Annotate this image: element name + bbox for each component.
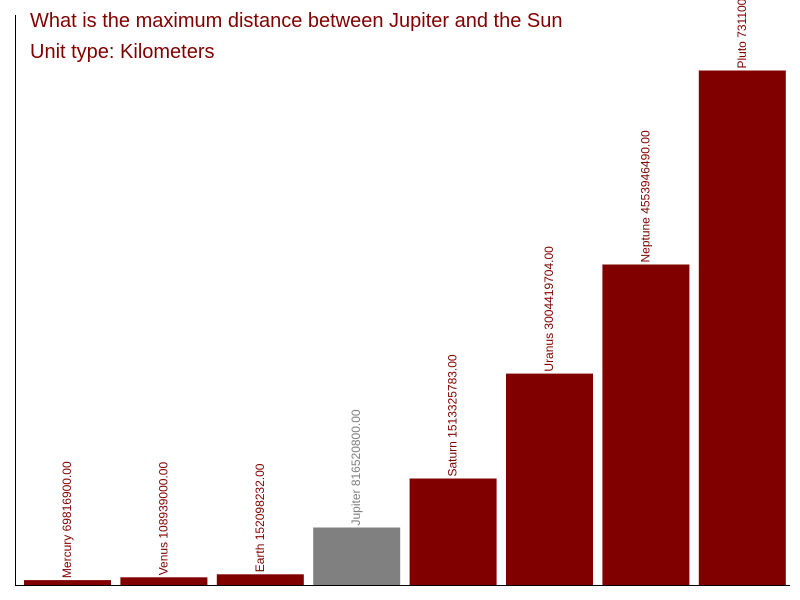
bars-group: [24, 70, 786, 585]
bar-uranus: [506, 373, 593, 585]
labels-group: Mercury 69816900.00 Venus 108939000.00 Ear…: [60, 0, 749, 578]
bar-label-venus: Venus 108939000.00: [156, 462, 170, 576]
bar-label-uranus: Uranus 3004419704.00: [542, 246, 556, 372]
chart-title: What is the maximum distance between Jup…: [30, 10, 563, 32]
bar-pluto: [698, 70, 786, 585]
bar-label-mercury: Mercury 69816900.00: [60, 461, 74, 578]
bar-label-earth: Earth 152098232.00: [253, 463, 267, 572]
bar-label-saturn: Saturn 1513325783.00: [446, 354, 460, 476]
bar-label-pluto: Pluto 7311000000.00: [735, 0, 749, 69]
bar-venus: [120, 577, 208, 585]
bar-label-neptune: Neptune 4553946490.00: [638, 130, 652, 262]
bar-earth: [216, 574, 304, 585]
bar-label-jupiter: Jupiter 816520800.00: [349, 409, 363, 525]
bar-mercury: [24, 580, 111, 585]
bar-saturn: [409, 478, 497, 585]
bar-neptune: [602, 264, 690, 585]
bar-jupiter: [313, 527, 401, 585]
chart-subtitle: Unit type: Kilometers: [30, 41, 215, 63]
